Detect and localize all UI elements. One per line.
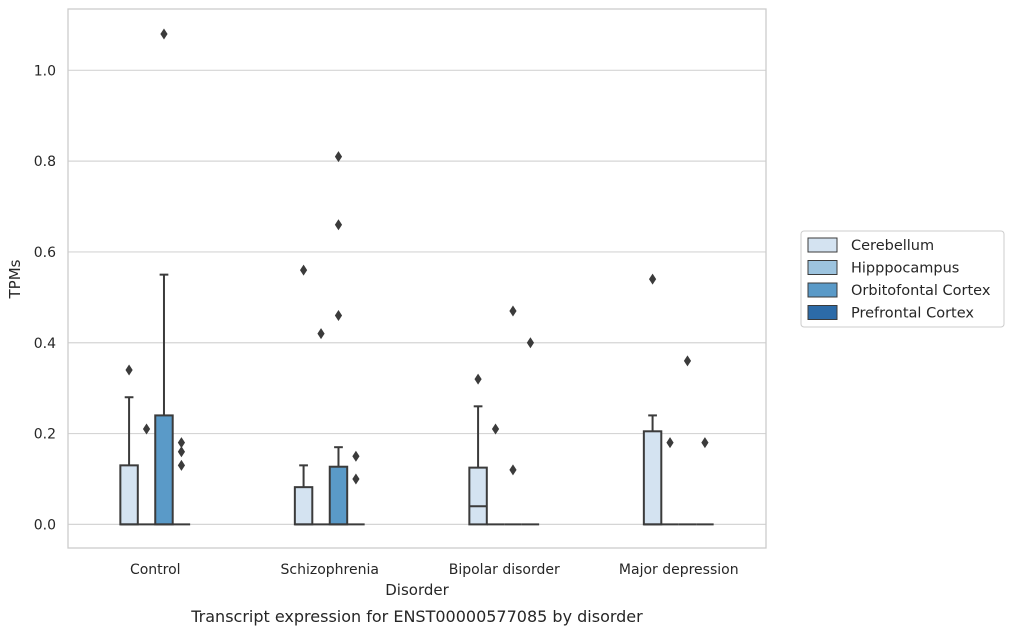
box-3-1 bbox=[661, 437, 679, 526]
outlier-point bbox=[666, 437, 674, 449]
box-1-1 bbox=[312, 328, 330, 526]
legend-item: Cerebellum bbox=[807, 237, 934, 254]
box-0-2 bbox=[154, 28, 174, 526]
y-tick-labels: 0.0 0.2 0.4 0.6 0.8 1.0 bbox=[34, 63, 56, 533]
box-0-1 bbox=[137, 423, 156, 526]
outlier-point bbox=[160, 28, 168, 40]
y-tick-label: 0.0 bbox=[34, 517, 56, 533]
legend-swatch bbox=[807, 237, 838, 253]
outlier-point bbox=[683, 355, 692, 367]
box-body bbox=[328, 465, 349, 526]
legend-item: Prefrontal Cortex bbox=[807, 305, 974, 322]
legend-item: Hipppocampus bbox=[807, 260, 959, 277]
outlier-point bbox=[334, 310, 343, 322]
box-1-0 bbox=[293, 264, 314, 526]
outlier-point bbox=[142, 423, 151, 435]
outlier-point bbox=[177, 437, 186, 449]
legend-frame bbox=[800, 230, 1005, 328]
outlier-point bbox=[299, 264, 308, 276]
legend-item: Orbitofontal Cortex bbox=[807, 282, 991, 299]
box-body bbox=[293, 486, 314, 526]
y-tick-label: 0.4 bbox=[34, 336, 56, 352]
legend-swatch bbox=[807, 305, 838, 320]
outlier-point bbox=[509, 464, 517, 476]
x-tick-label: Bipolar disorder bbox=[449, 562, 560, 578]
box-3-2 bbox=[678, 355, 697, 526]
outlier-point bbox=[177, 446, 186, 458]
legend-label: Hipppocampus bbox=[851, 261, 959, 277]
box-2-2 bbox=[504, 305, 522, 526]
x-axis-label: Disorder bbox=[385, 581, 449, 599]
legend: Cerebellum Hipppocampus Orbitofontal Corte… bbox=[800, 230, 1005, 328]
outlier-point bbox=[509, 305, 517, 317]
y-tick-label: 1.0 bbox=[34, 63, 56, 79]
box-2-1 bbox=[486, 423, 505, 526]
x-tick-label: Control bbox=[130, 562, 181, 578]
outlier-point bbox=[352, 450, 360, 462]
y-axis-label: TPMs bbox=[6, 259, 24, 299]
box-3-3 bbox=[696, 437, 714, 526]
outlier-point bbox=[334, 151, 343, 163]
box-2-0 bbox=[468, 373, 488, 526]
outlier-point bbox=[352, 473, 360, 485]
legend-label: Orbitofontal Cortex bbox=[851, 283, 991, 299]
legend-label: Cerebellum bbox=[851, 238, 934, 254]
box-0-0 bbox=[119, 364, 139, 526]
y-tick-label: 0.8 bbox=[34, 154, 56, 170]
box-2-3 bbox=[521, 337, 540, 526]
x-tick-label: Schizophrenia bbox=[281, 562, 379, 578]
box-body bbox=[468, 466, 488, 526]
x-tick-label: Major depression bbox=[619, 562, 739, 578]
box-body bbox=[119, 464, 139, 526]
box-body bbox=[154, 414, 174, 526]
box-0-3 bbox=[172, 437, 191, 526]
outlier-point bbox=[526, 337, 535, 349]
outlier-point bbox=[474, 373, 482, 385]
legend-swatch bbox=[807, 282, 838, 298]
plot-frame bbox=[67, 8, 767, 549]
outlier-point bbox=[177, 459, 186, 471]
box-1-2 bbox=[328, 151, 349, 526]
outlier-point bbox=[125, 364, 133, 376]
outlier-point bbox=[317, 328, 325, 340]
x-tick-labels: Control Schizophrenia Bipolar disorder Majo… bbox=[130, 562, 739, 578]
y-tick-label: 0.2 bbox=[34, 427, 56, 443]
y-tick-label: 0.6 bbox=[34, 245, 56, 261]
box-1-3 bbox=[347, 450, 365, 526]
box-body bbox=[642, 430, 663, 526]
outlier-point bbox=[648, 273, 657, 285]
legend-swatch bbox=[807, 260, 838, 275]
box-plots bbox=[119, 28, 714, 526]
outlier-point bbox=[334, 219, 343, 231]
box-3-0 bbox=[642, 273, 663, 526]
outlier-point bbox=[491, 423, 500, 435]
figure-caption: Transcript expression for ENST0000057708… bbox=[190, 607, 643, 626]
outlier-point bbox=[701, 437, 709, 449]
legend-label: Prefrontal Cortex bbox=[851, 306, 974, 322]
